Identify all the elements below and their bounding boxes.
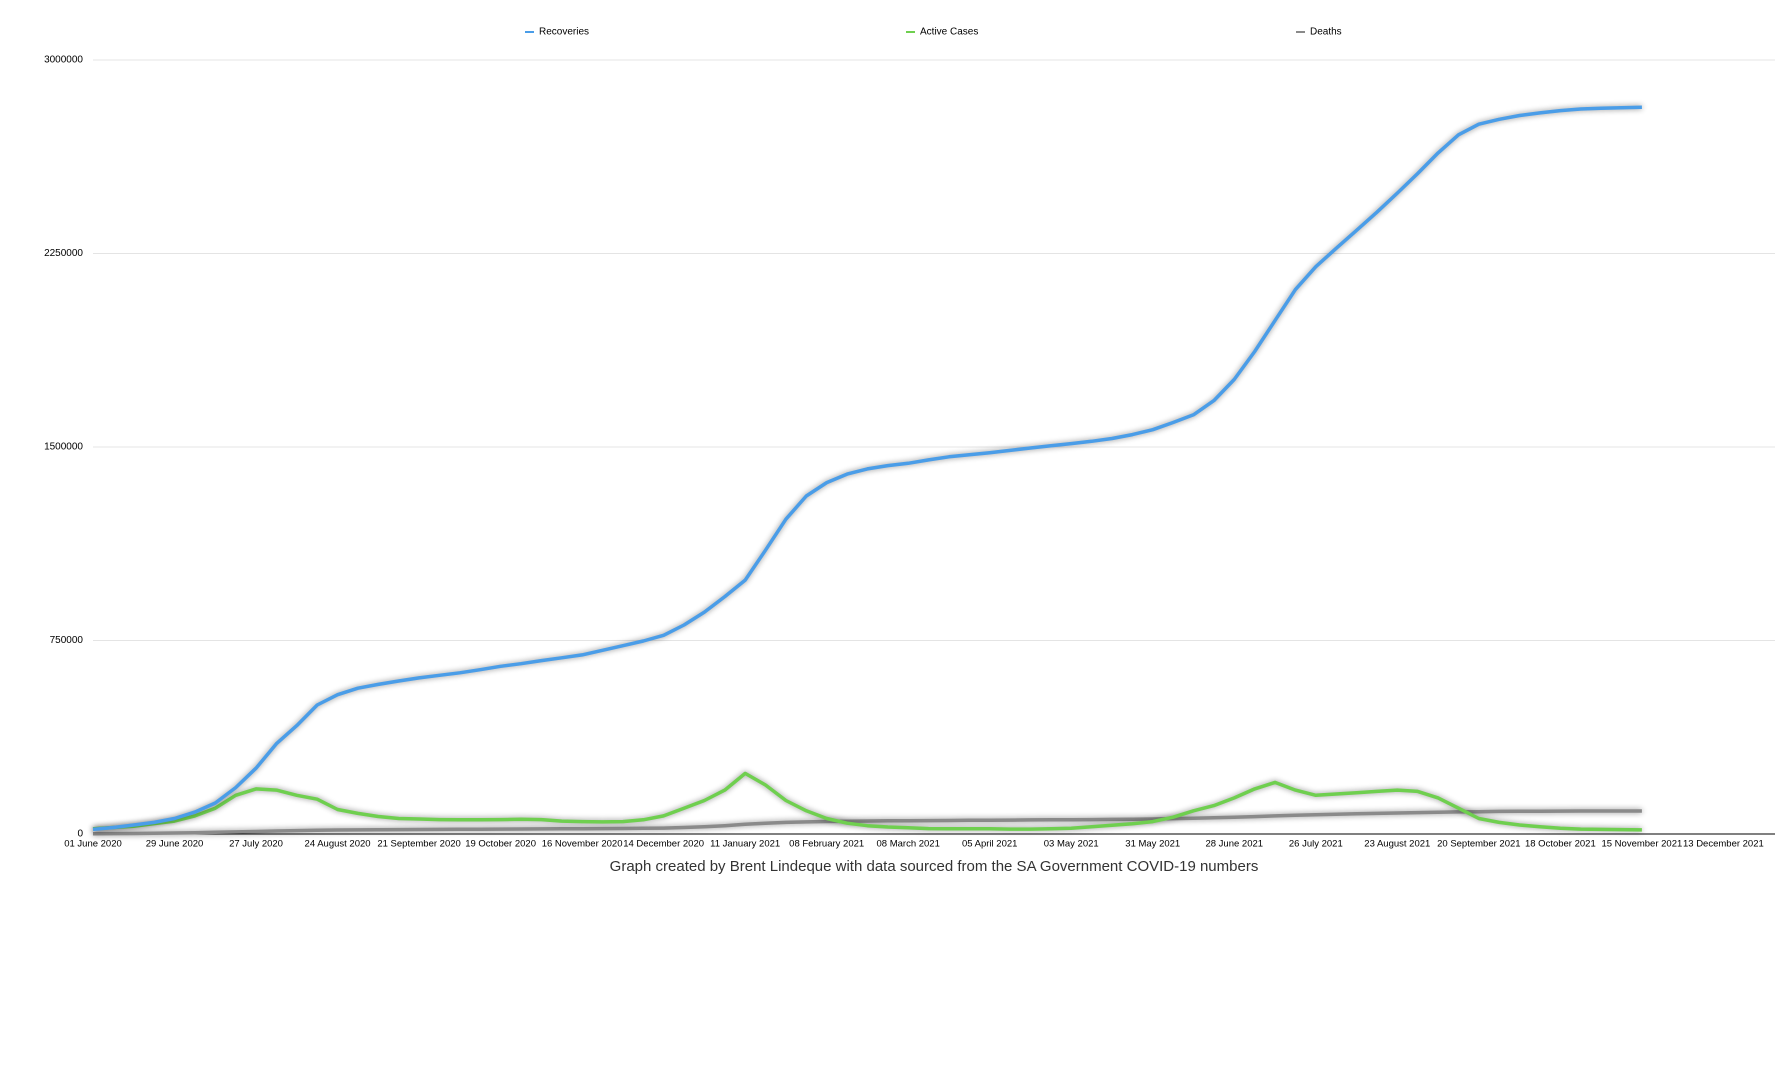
x-tick-label: 08 February 2021 [789, 839, 864, 850]
legend-label: Deaths [1310, 27, 1342, 38]
x-tick-label: 18 October 2021 [1525, 839, 1596, 850]
x-tick-label: 15 November 2021 [1601, 839, 1682, 850]
x-tick-label: 29 June 2020 [146, 839, 204, 850]
x-tick-label: 23 August 2021 [1364, 839, 1430, 850]
series-line [92, 809, 1642, 836]
x-tick-label: 03 May 2021 [1044, 839, 1099, 850]
x-tick-label: 16 November 2020 [542, 839, 623, 850]
series-line [92, 105, 1642, 832]
legend-label: Active Cases [920, 27, 978, 38]
legend-label: Recoveries [539, 27, 589, 38]
x-tick-label: 08 March 2021 [877, 839, 940, 850]
x-tick-label: 01 June 2020 [64, 839, 122, 850]
x-tick-label: 28 June 2021 [1205, 839, 1263, 850]
y-tick-label: 2250000 [44, 248, 83, 259]
x-tick-label: 13 December 2021 [1683, 839, 1764, 850]
x-tick-label: 24 August 2020 [305, 839, 371, 850]
y-tick-label: 1500000 [44, 442, 83, 453]
x-tick-label: 21 September 2020 [377, 839, 460, 850]
x-tick-label: 31 May 2021 [1125, 839, 1180, 850]
x-tick-label: 26 July 2021 [1289, 839, 1343, 850]
y-tick-label: 750000 [50, 635, 84, 646]
x-tick-label: 27 July 2020 [229, 839, 283, 850]
y-tick-label: 3000000 [44, 55, 83, 66]
x-tick-label: 14 December 2020 [623, 839, 704, 850]
x-tick-label: 05 April 2021 [962, 839, 1017, 850]
series-line [92, 771, 1642, 832]
y-tick-label: 0 [77, 829, 83, 840]
x-tick-label: 19 October 2020 [465, 839, 536, 850]
x-tick-label: 20 September 2021 [1437, 839, 1520, 850]
caption: Graph created by Brent Lindeque with dat… [610, 858, 1259, 875]
x-tick-label: 11 January 2021 [710, 839, 780, 850]
